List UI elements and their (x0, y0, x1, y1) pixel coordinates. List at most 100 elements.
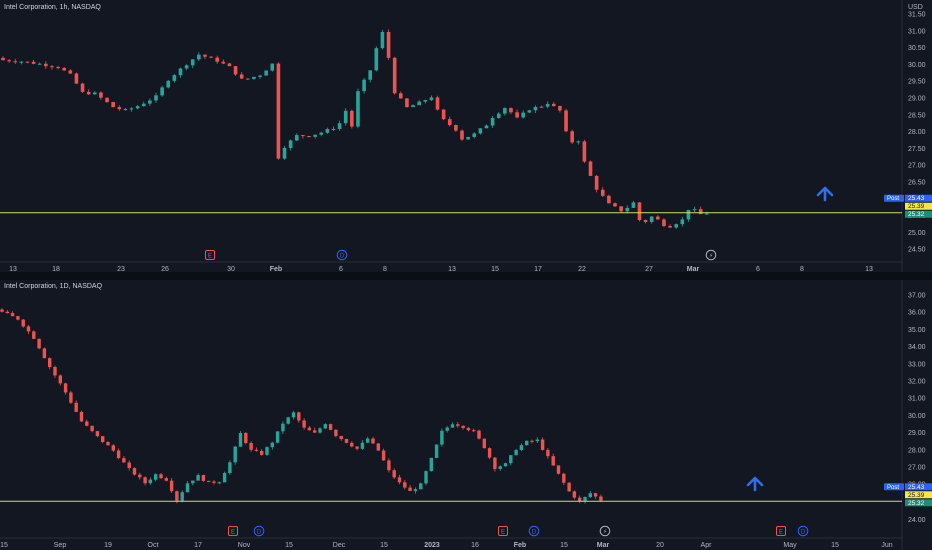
candle-body (572, 491, 577, 498)
candle-body (5, 311, 9, 314)
date-tick-label: Mar (597, 542, 610, 549)
candle-body (490, 118, 495, 126)
split-flag-icon[interactable]: ⚡ (705, 249, 717, 261)
candle-body (58, 375, 62, 384)
up-arrow-icon[interactable] (816, 186, 834, 202)
plot-background[interactable] (0, 280, 902, 538)
date-tick-label: 30 (227, 266, 235, 272)
plot-area[interactable]: 31.50 31.00 30.50 30.00 29.50 29.00 28.50 28.00… (0, 0, 932, 272)
earnings-flag-frame (228, 526, 238, 536)
up-arrow-icon[interactable] (746, 476, 764, 492)
date-tick-label: Apr (701, 542, 713, 549)
candle-body (129, 108, 134, 110)
candle-body (238, 432, 243, 447)
candle-body (325, 129, 330, 133)
candle-body (419, 483, 423, 490)
event-flag-letter: ⚡ (709, 252, 713, 259)
pane-divider[interactable] (0, 272, 932, 280)
candle-body (525, 440, 529, 446)
candle-body (42, 348, 47, 359)
price-tick-label: 28.00 (908, 129, 926, 136)
plot-area[interactable]: 37.00 36.00 35.00 34.00 33.00 32.00 31.00 30.00… (0, 280, 932, 550)
candle-body (376, 443, 380, 451)
candle-body (408, 487, 412, 491)
candle-body (302, 420, 306, 428)
date-tick-label: 27 (645, 266, 653, 272)
candle-body (331, 128, 336, 130)
candle-body (527, 110, 532, 113)
candle-body (281, 423, 285, 432)
candle-body (297, 412, 301, 421)
candle-body (578, 497, 582, 502)
split-flag-icon[interactable]: ⚡ (599, 525, 611, 537)
price-tick-label: 29.00 (908, 430, 926, 437)
candle-body (600, 189, 605, 196)
candle-body (79, 411, 84, 422)
date-tick-label: May (783, 542, 797, 549)
dividend-flag-icon[interactable]: D (253, 525, 265, 537)
candle-body (203, 54, 207, 57)
earnings-flag-icon[interactable]: E (498, 526, 508, 536)
price-tick-label: 29.50 (908, 79, 926, 86)
plot-background[interactable] (0, 0, 902, 262)
candle-body (466, 427, 471, 431)
price-tick-label: 32.00 (908, 379, 926, 386)
candle-body (252, 76, 256, 79)
candle-body (111, 445, 115, 451)
candle-body (294, 135, 299, 141)
candle-body (417, 101, 421, 106)
bottom-chart-pane[interactable]: 37.00 36.00 35.00 34.00 33.00 32.00 31.00 30.00… (0, 280, 932, 550)
candle-body (69, 392, 73, 403)
dividend-flag-icon[interactable]: D (336, 249, 348, 261)
dividend-flag-icon[interactable]: D (528, 525, 540, 537)
date-tick-label: 15 (831, 542, 839, 549)
date-tick-label: 2023 (424, 542, 440, 549)
candle-body (405, 98, 409, 108)
candle-body (291, 412, 296, 418)
candle-body (90, 425, 94, 432)
date-tick-label: 13 (9, 266, 17, 272)
candle-body (239, 74, 244, 79)
candle-body (482, 438, 486, 449)
candle-body (583, 496, 587, 502)
candle-body (607, 195, 611, 204)
price-tick-label: 33.00 (908, 361, 926, 368)
earnings-flag-icon[interactable]: E (205, 250, 215, 260)
candle-body (460, 130, 464, 140)
candle-body (613, 203, 617, 207)
post-badge-label: Post (887, 485, 899, 491)
candle-body (521, 112, 525, 118)
candle-body (282, 147, 287, 159)
candle-body (264, 70, 268, 76)
event-flag-letter: D (340, 253, 345, 259)
candle-body (227, 63, 232, 67)
candle-body (429, 97, 434, 101)
candle-body (403, 482, 407, 488)
post-badge (884, 483, 904, 491)
earnings-flag-icon[interactable]: E (228, 526, 238, 536)
candle-body (318, 428, 322, 433)
candle-body (680, 219, 685, 225)
candle-body (101, 436, 105, 442)
candle-body (184, 65, 189, 69)
candle-body (138, 474, 142, 478)
candle-body (166, 80, 171, 88)
candle-body (63, 383, 68, 393)
dividend-flag-icon[interactable]: D (797, 525, 809, 537)
candle-body (288, 140, 293, 148)
earnings-flag-icon[interactable]: E (776, 526, 786, 536)
price-tick-label: 30.50 (908, 45, 926, 52)
candle-body (530, 440, 534, 442)
earnings-flag-frame (498, 526, 508, 536)
candle-body (95, 431, 100, 437)
candle-body (185, 483, 190, 493)
top-chart-pane[interactable]: 31.50 31.00 30.50 30.00 29.50 29.00 28.50 28.00… (0, 0, 932, 272)
price-tick-label: 30.00 (908, 62, 926, 69)
candle-body (10, 313, 15, 317)
candle-body (435, 97, 440, 110)
candle-body (323, 424, 327, 429)
price-tick-label: 26.50 (908, 180, 926, 187)
price-label-c: 25.32 (908, 500, 925, 507)
candle-body (344, 438, 349, 443)
candle-body (368, 70, 372, 80)
